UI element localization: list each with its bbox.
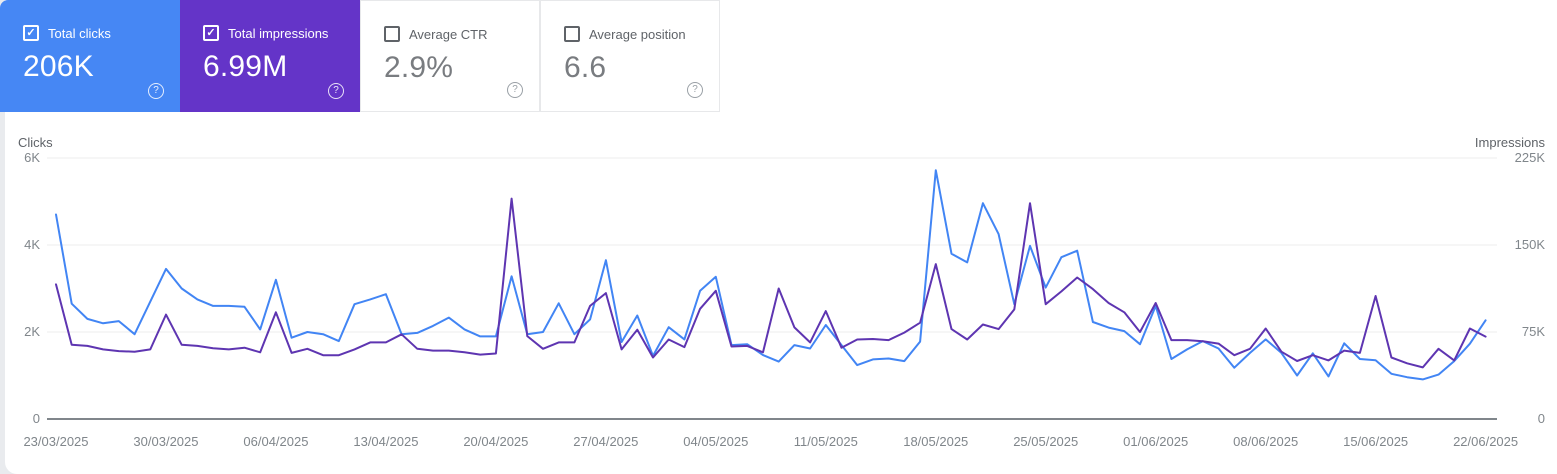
average-position-value: 6.6 (564, 51, 607, 84)
total-impressions-value: 6.99M (203, 50, 288, 83)
left-axis-tick-label: 4K (24, 237, 40, 252)
help-icon[interactable]: ? (507, 82, 523, 98)
x-axis-date-label: 23/03/2025 (23, 434, 88, 449)
total-impressions-label: Total impressions (228, 25, 329, 41)
x-axis-date-label: 20/04/2025 (463, 434, 528, 449)
x-axis-date-label: 01/06/2025 (1123, 434, 1188, 449)
left-axis-title: Clicks (18, 135, 53, 150)
x-axis-date-label: 13/04/2025 (353, 434, 418, 449)
total-clicks-value: 206K (23, 50, 94, 83)
x-axis-date-label: 11/05/2025 (794, 434, 858, 449)
average-position-checkbox-icon[interactable] (564, 26, 580, 42)
metric-card-total-clicks[interactable]: ✓ Total clicks 206K ? (0, 0, 180, 112)
metric-card-total-impressions[interactable]: ✓ Total impressions 6.99M ? (180, 0, 360, 112)
metric-cards-row: ✓ Total clicks 206K ? ✓ Total impression… (0, 0, 720, 112)
x-axis-date-label: 27/04/2025 (573, 434, 638, 449)
x-axis-date-label: 15/06/2025 (1343, 434, 1408, 449)
right-axis-tick-label: 150K (1515, 237, 1546, 252)
right-axis-title: Impressions (1475, 135, 1546, 150)
header-spacer (720, 0, 1557, 113)
total-impressions-checkbox-icon[interactable]: ✓ (203, 25, 219, 41)
x-axis-date-label: 22/06/2025 (1453, 434, 1518, 449)
right-axis-tick-label: 75K (1522, 324, 1545, 339)
average-ctr-label: Average CTR (409, 26, 488, 42)
x-axis-date-label: 18/05/2025 (903, 434, 968, 449)
clicks-line (55, 169, 1487, 381)
right-axis-tick-label: 0 (1538, 411, 1545, 426)
x-axis-date-label: 04/05/2025 (683, 434, 748, 449)
x-axis-date-label: 25/05/2025 (1013, 434, 1078, 449)
total-clicks-checkbox-icon[interactable]: ✓ (23, 25, 39, 41)
total-clicks-label: Total clicks (48, 25, 111, 41)
x-axis-date-label: 30/03/2025 (133, 434, 198, 449)
left-axis-tick-label: 2K (24, 324, 40, 339)
help-icon[interactable]: ? (148, 83, 164, 99)
metric-card-average-ctr[interactable]: Average CTR 2.9% ? (360, 0, 540, 112)
metric-card-average-position[interactable]: Average position 6.6 ? (540, 0, 720, 112)
average-position-label: Average position (589, 26, 686, 42)
average-ctr-checkbox-icon[interactable] (384, 26, 400, 42)
left-axis-tick-label: 6K (24, 150, 40, 165)
help-icon[interactable]: ? (328, 83, 344, 99)
left-axis-tick-label: 0 (33, 411, 40, 426)
help-icon[interactable]: ? (687, 82, 703, 98)
x-axis-date-label: 06/04/2025 (243, 434, 308, 449)
x-axis-date-label: 08/06/2025 (1233, 434, 1298, 449)
impressions-line (55, 197, 1487, 369)
average-ctr-value: 2.9% (384, 51, 454, 84)
right-axis-tick-label: 225K (1515, 150, 1546, 165)
